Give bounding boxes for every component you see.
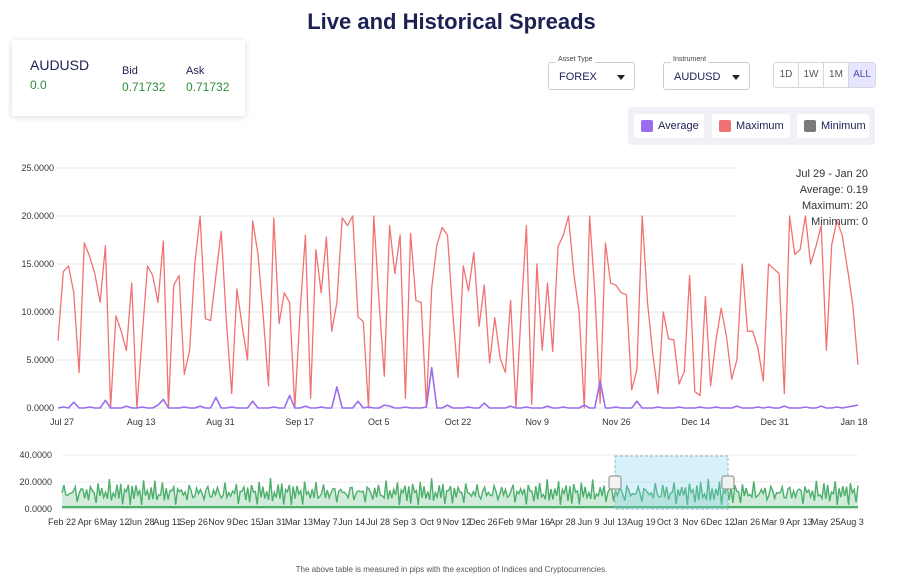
x-tick-label: Dec 31 <box>761 417 790 427</box>
x-tick-label: Jan 18 <box>840 417 867 427</box>
chevron-down-icon <box>732 75 740 80</box>
instrument-value: AUDUSD <box>674 71 721 83</box>
navigator-x-tick-label: Dec 12 <box>706 517 735 527</box>
x-tick-label: Sep 17 <box>285 417 314 427</box>
asset-type-label: Asset Type <box>556 56 595 63</box>
range-button-1d[interactable]: 1D <box>774 63 799 87</box>
x-tick-label: Oct 5 <box>368 417 390 427</box>
summary-maximum: Maximum: 20 <box>801 200 868 212</box>
navigator-y-tick-label: 0.0000 <box>24 504 52 514</box>
navigator-area <box>62 478 858 509</box>
x-tick-label: Aug 31 <box>206 417 235 427</box>
quote-card: AUDUSD 0.0 Bid 0.71732 Ask 0.71732 <box>12 40 245 116</box>
navigator-x-tick-label: Jun 28 <box>127 517 154 527</box>
instrument-label: Instrument <box>671 56 709 63</box>
chevron-down-icon <box>617 75 625 80</box>
ask-label: Ask <box>186 65 205 77</box>
navigator-x-tick-label: Apr 28 <box>549 517 576 527</box>
navigator-x-tick-label: May 12 <box>100 517 130 527</box>
range-button-1w[interactable]: 1W <box>799 63 824 87</box>
summary-average: Average: 0.19 <box>799 184 868 196</box>
navigator-x-tick-label: Sep 26 <box>179 517 208 527</box>
legend-item-average[interactable]: Average <box>634 114 704 138</box>
navigator-x-tick-label: Dec 26 <box>469 517 498 527</box>
footer-note: The above table is measured in pips with… <box>295 565 608 574</box>
navigator-x-tick-label: May 25 <box>811 517 841 527</box>
range-button-all[interactable]: ALL <box>849 63 875 87</box>
navigator-selection[interactable] <box>614 455 729 510</box>
navigator-x-tick-label: Mar 13 <box>285 517 313 527</box>
range-summary: Jul 29 - Jan 20 Average: 0.19 Maximum: 2… <box>796 166 868 230</box>
legend-item-maximum[interactable]: Maximum <box>712 114 790 138</box>
navigator-handle-right[interactable] <box>721 475 735 490</box>
ask-value: 0.71732 <box>186 80 230 94</box>
navigator-x-tick-label: Feb 9 <box>498 517 521 527</box>
legend-swatch <box>641 120 653 132</box>
navigator-x-tick-label: Nov 6 <box>682 517 706 527</box>
navigator-line <box>61 478 859 505</box>
navigator-x-tick-label: Apr 6 <box>78 517 100 527</box>
asset-type-value: FOREX <box>559 71 597 83</box>
navigator-handle-left[interactable] <box>608 475 622 490</box>
navigator-x-tick-label: Feb 22 <box>48 517 76 527</box>
legend-swatch <box>804 120 816 132</box>
y-tick-label: 0.0000 <box>26 403 54 413</box>
legend-swatch <box>719 120 731 132</box>
y-tick-label: 25.0000 <box>21 163 54 173</box>
bid-label: Bid <box>122 65 138 77</box>
quote-symbol: AUDUSD <box>30 57 90 73</box>
summary-minimum: Minimum: 0 <box>811 216 868 228</box>
y-tick-label: 10.0000 <box>21 307 54 317</box>
navigator-x-tick-label: Jan 26 <box>733 517 760 527</box>
page-title: Live and Historical Spreads <box>307 9 596 34</box>
x-tick-label: Aug 13 <box>127 417 156 427</box>
navigator-x-tick-label: Aug 11 <box>153 517 181 527</box>
y-tick-label: 5.0000 <box>26 355 54 365</box>
navigator-y-tick-label: 40.0000 <box>19 450 52 460</box>
navigator-x-tick-label: Nov 9 <box>208 517 232 527</box>
y-tick-label: 15.0000 <box>21 259 54 269</box>
navigator-x-tick-label: Apr 13 <box>786 517 813 527</box>
navigator-x-tick-label: Oct 3 <box>657 517 679 527</box>
legend-label: Average <box>658 120 699 132</box>
navigator-x-tick-label: Mar 9 <box>761 517 784 527</box>
navigator-x-tick-label: Jun 9 <box>578 517 600 527</box>
navigator-x-tick-label: Sep 3 <box>393 517 417 527</box>
instrument-select[interactable]: Instrument AUDUSD <box>663 56 750 90</box>
legend-item-minimum[interactable]: Minimum <box>797 114 869 138</box>
x-tick-label: Nov 26 <box>602 417 631 427</box>
series-line-average <box>57 366 859 409</box>
legend-label: Maximum <box>736 120 784 132</box>
asset-type-select[interactable]: Asset Type FOREX <box>548 56 635 90</box>
x-tick-label: Oct 22 <box>445 417 472 427</box>
legend-label: Minimum <box>821 120 866 132</box>
range-button-1m[interactable]: 1M <box>824 63 849 87</box>
series-line-maximum <box>57 215 859 409</box>
navigator-x-tick-label: Dec 15 <box>232 517 261 527</box>
x-tick-label: Nov 9 <box>525 417 549 427</box>
navigator-x-tick-label: Aug 3 <box>840 517 864 527</box>
navigator-x-tick-label: Aug 19 <box>627 517 656 527</box>
navigator-x-tick-label: May 7 <box>313 517 338 527</box>
navigator-x-tick-label: Mar 16 <box>522 517 550 527</box>
bid-value: 0.71732 <box>122 80 166 94</box>
navigator-x-tick-label: Oct 9 <box>420 517 442 527</box>
x-tick-label: Dec 14 <box>681 417 710 427</box>
navigator-x-tick-label: Jul 28 <box>366 517 390 527</box>
range-selector: 1D 1W 1M ALL <box>773 62 876 88</box>
navigator-x-tick-label: Jul 13 <box>603 517 627 527</box>
chart-legend: Average Maximum Minimum <box>628 107 875 145</box>
navigator-x-tick-label: Jun 14 <box>338 517 365 527</box>
navigator-y-tick-label: 20.0000 <box>19 477 52 487</box>
quote-change: 0.0 <box>30 78 47 92</box>
navigator-x-tick-label: Nov 12 <box>443 517 472 527</box>
x-tick-label: Jul 27 <box>50 417 74 427</box>
navigator-x-tick-label: Jan 31 <box>259 517 286 527</box>
y-tick-label: 20.0000 <box>21 211 54 221</box>
summary-range: Jul 29 - Jan 20 <box>795 168 868 180</box>
